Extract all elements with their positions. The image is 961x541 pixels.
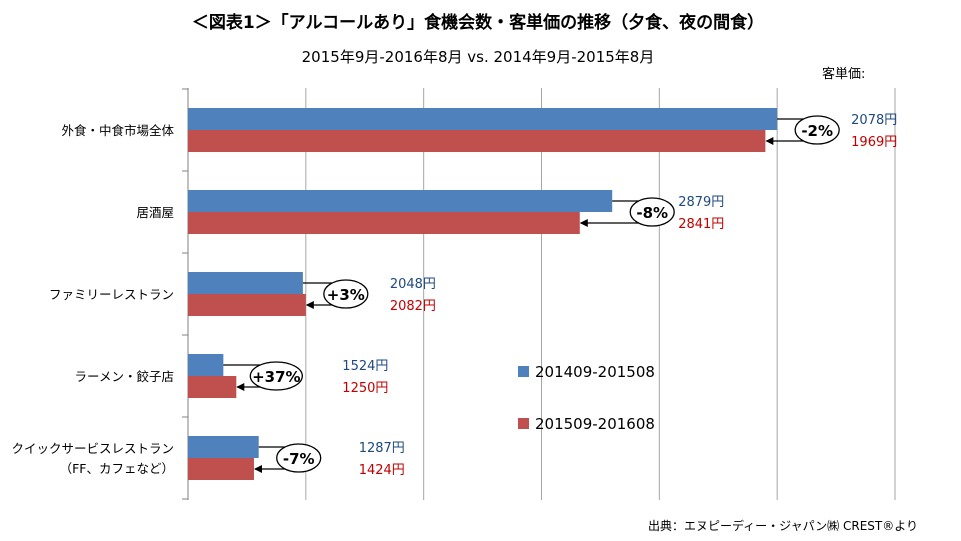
source-note: 出典：エヌピーディー・ジャパン㈱ CREST®より — [648, 518, 918, 533]
bar-1-3 — [188, 272, 303, 294]
gridlines — [182, 88, 896, 500]
category-label: 外食・中食市場全体 — [61, 123, 174, 138]
category-label: ファミリーレストラン — [49, 287, 174, 302]
bar-2-4 — [188, 376, 237, 398]
price-label-1-5: 1287円 — [359, 441, 405, 456]
change-label-1: -2% — [801, 122, 833, 140]
change-oval — [323, 279, 369, 309]
price-label-1-3: 2048円 — [390, 277, 436, 292]
legend-swatch-series-1 — [518, 366, 529, 377]
price-label-2-1: 1969円 — [851, 135, 897, 150]
bar-1-1 — [188, 108, 778, 130]
chart-title: ＜図表1＞「アルコールあり」食機会数・客単価の推移（夕食、夜の間食） — [192, 12, 764, 33]
bar-1-5 — [188, 436, 259, 458]
bar-2-2 — [188, 212, 580, 234]
change-oval — [629, 197, 675, 227]
bar-2-1 — [188, 130, 766, 152]
price-label-1-2: 2879円 — [678, 195, 724, 210]
chart-subtitle: 2015年9月-2016年8月 vs. 2014年9月-2015年8月 — [302, 48, 655, 66]
price-labels: 2078円 1969円 2879円 2841円 2048円 2082円 1524円 1250円… — [342, 113, 897, 478]
change-label-3: +3% — [327, 286, 365, 304]
category-label: （FF、カフェなど） — [60, 461, 174, 476]
bar-group — [188, 108, 778, 480]
price-label-2-4: 1250円 — [342, 381, 388, 396]
legend: 201409-201508 201509-201608 — [518, 363, 655, 433]
change-oval — [276, 443, 322, 473]
legend-label-series-2: 201509-201608 — [535, 415, 655, 433]
category-label: 居酒屋 — [136, 205, 174, 220]
category-labels: 外食・中食市場全体居酒屋ファミリーレストランラーメン・餃子店クイックサービスレス… — [11, 123, 174, 476]
bar-2-3 — [188, 294, 306, 316]
price-label-1-1: 2078円 — [851, 113, 897, 128]
bar-1-2 — [188, 190, 613, 212]
change-label-5: -7% — [283, 450, 315, 468]
price-label-2-3: 2082円 — [390, 299, 436, 314]
legend-swatch-series-2 — [518, 418, 529, 429]
change-oval — [249, 361, 303, 391]
price-label-2-2: 2841円 — [678, 217, 724, 232]
category-label: ラーメン・餃子店 — [74, 369, 174, 384]
price-label-1-4: 1524円 — [342, 359, 388, 374]
change-oval — [794, 115, 840, 145]
legend-label-series-1: 201409-201508 — [535, 363, 655, 381]
bar-1-4 — [188, 354, 224, 376]
change-label-2: -8% — [636, 204, 668, 222]
price-label-2-5: 1424円 — [359, 463, 405, 478]
unit-label: 客単価: — [822, 66, 865, 82]
change-annotations: -2% -8% +3% +37% -7% — [223, 115, 840, 473]
category-label: クイックサービスレストラン — [11, 441, 174, 456]
change-label-4: +37% — [252, 368, 300, 386]
bar-2-5 — [188, 458, 254, 480]
